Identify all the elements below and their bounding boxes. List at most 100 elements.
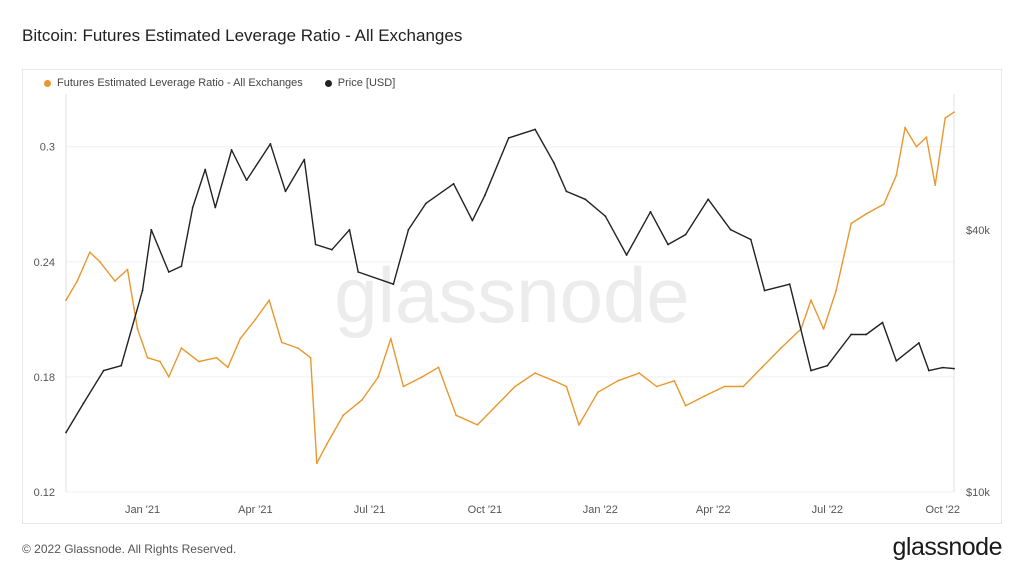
legend-dot-leverage <box>44 79 51 87</box>
data-point-price <box>452 182 455 185</box>
data-point-price <box>269 142 272 145</box>
data-point-leverage <box>810 299 812 302</box>
data-point-leverage <box>342 414 345 417</box>
chart-title: Bitcoin: Futures Estimated Leverage Rati… <box>22 26 463 45</box>
x-tick-label: Apr '22 <box>696 504 731 516</box>
data-point-price <box>120 364 123 367</box>
x-tick-label: Jul '21 <box>354 504 385 516</box>
data-point-leverage <box>915 145 918 148</box>
data-point-price <box>788 283 791 286</box>
data-point-price <box>425 202 427 205</box>
data-point-price <box>865 333 868 336</box>
data-point-price <box>604 215 607 218</box>
data-point-leverage <box>822 328 825 330</box>
data-point-leverage <box>76 280 79 282</box>
x-tick-label: Jan '22 <box>583 504 618 516</box>
data-point-leverage <box>198 360 200 363</box>
data-point-leverage <box>268 299 271 302</box>
data-point-price <box>484 194 486 197</box>
data-point-leverage <box>578 423 580 426</box>
data-point-price <box>749 238 752 241</box>
data-point-leverage <box>534 372 536 374</box>
data-point-leverage <box>865 212 868 215</box>
chart-frame <box>22 69 1002 524</box>
x-tick-label: Oct '22 <box>925 504 960 516</box>
data-point-leverage <box>850 222 853 225</box>
data-point-leverage <box>159 360 161 363</box>
data-point-price <box>941 366 944 369</box>
legend-item-leverage[interactable]: Futures Estimated Leverage Ratio - All E… <box>44 77 303 89</box>
data-point-leverage <box>882 203 885 206</box>
data-point-leverage <box>904 126 906 129</box>
data-point-price <box>850 333 853 336</box>
data-point-price <box>826 364 829 367</box>
data-point-leverage <box>215 356 218 359</box>
data-point-leverage <box>476 423 479 426</box>
data-point-leverage <box>655 385 658 388</box>
data-point-price <box>953 367 955 370</box>
data-point-leverage <box>596 391 599 394</box>
data-point-leverage <box>703 395 706 397</box>
data-point-price <box>584 198 587 201</box>
data-point-leverage <box>136 328 139 330</box>
data-point-leverage <box>421 376 424 378</box>
data-point-leverage <box>309 356 312 359</box>
legend-item-price[interactable]: Price [USD] <box>324 77 396 89</box>
data-point-price <box>917 341 920 344</box>
data-point-leverage <box>953 111 955 114</box>
data-point-leverage <box>226 366 229 369</box>
data-point-price <box>763 289 766 292</box>
data-point-price <box>230 149 233 151</box>
data-point-leverage <box>377 376 380 378</box>
data-point-price <box>534 128 536 131</box>
series-line-leverage <box>65 111 955 464</box>
y-left-tick-label: 0.24 <box>34 257 55 269</box>
data-point-price <box>684 233 687 236</box>
data-point-leverage <box>167 376 170 378</box>
y-left-tick-label: 0.18 <box>34 372 55 384</box>
legend-dot-price <box>324 79 332 87</box>
y-left-tick-label: 0.12 <box>34 487 55 499</box>
legend-label-price: Price [USD] <box>337 77 396 89</box>
data-point-leverage <box>239 337 242 340</box>
data-point-leverage <box>638 372 641 374</box>
data-point-leverage <box>723 385 726 388</box>
data-point-leverage <box>325 443 328 445</box>
data-point-price <box>245 179 248 182</box>
glassnode-logo[interactable]: glassnode <box>892 533 1003 561</box>
data-point-leverage <box>297 347 299 350</box>
chart-legend: Futures Estimated Leverage Ratio - All E… <box>44 77 395 89</box>
data-point-price <box>150 228 153 231</box>
data-point-leverage <box>761 366 764 369</box>
data-point-leverage <box>552 379 555 382</box>
axes: 0.12 0.18 0.24 0.3 $10k $40k Jan '21 Apr '21 Jul… <box>34 94 990 516</box>
copyright-footer: © 2022 Glassnode. All Rights Reserved. <box>22 542 237 556</box>
x-tick-label: Apr '21 <box>238 504 273 516</box>
data-point-price <box>625 254 628 256</box>
data-point-price <box>881 321 884 324</box>
data-point-price <box>392 283 395 286</box>
data-point-price <box>895 359 898 362</box>
data-point-price <box>303 158 306 161</box>
x-tick-label: Jan '21 <box>125 504 160 516</box>
data-point-leverage <box>315 462 318 465</box>
data-point-leverage <box>944 117 947 119</box>
data-point-leverage <box>616 379 619 382</box>
data-point-leverage <box>934 184 937 187</box>
data-point-leverage <box>742 385 745 388</box>
plot-area <box>65 111 955 465</box>
y-right-tick-label: $40k <box>966 225 990 237</box>
data-point-leverage <box>925 136 928 139</box>
data-point-price <box>707 198 710 201</box>
data-point-price <box>407 228 410 231</box>
data-point-price <box>314 243 317 246</box>
data-point-price <box>180 265 183 268</box>
data-point-leverage <box>361 399 363 401</box>
data-point-price <box>348 228 351 231</box>
y-right-tick-label: $10k <box>966 487 990 499</box>
data-point-leverage <box>126 268 129 271</box>
data-point-price <box>214 206 217 209</box>
data-point-leverage <box>389 337 392 340</box>
data-point-price <box>141 289 144 292</box>
